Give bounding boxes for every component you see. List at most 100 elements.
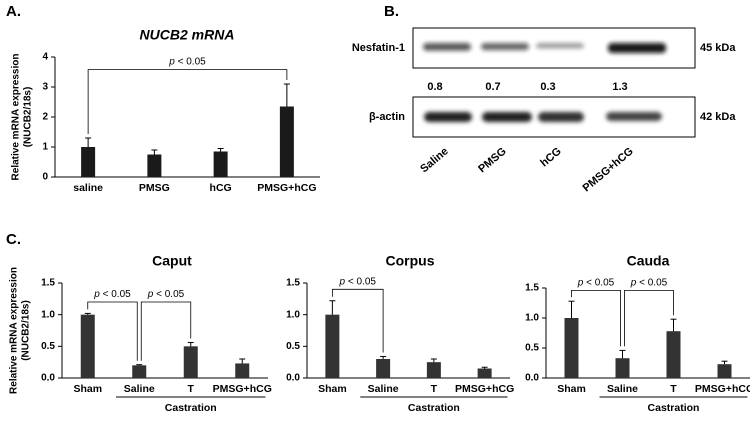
density-label: 0.8 <box>427 81 442 93</box>
density-label: 0.3 <box>540 81 555 93</box>
panel-label: A. <box>6 3 21 20</box>
significance-label: p < 0.05 <box>168 56 206 67</box>
x-tick-label: T <box>188 383 195 395</box>
significance-p: p <box>630 277 637 288</box>
bar <box>235 363 250 378</box>
x-tick-label: T <box>670 383 677 395</box>
bar <box>564 318 579 378</box>
bar <box>426 362 441 378</box>
blot-band <box>423 43 471 51</box>
y-tick-label: 0 <box>42 172 48 183</box>
bar <box>81 147 96 177</box>
chart-title: Caput <box>152 253 192 269</box>
blot-band <box>608 43 666 53</box>
x-tick-label: saline <box>73 182 103 194</box>
lane-label: PMSG+hCG <box>581 145 636 194</box>
significance-p: p <box>339 276 346 287</box>
significance-label: p < 0.05 <box>630 277 668 288</box>
group-label: Castration <box>408 402 460 414</box>
y-axis-label: (NUCB2/18s) <box>21 300 32 361</box>
significance-p: p <box>168 56 175 67</box>
x-tick-label: PMSG+hCG <box>257 182 316 194</box>
bar <box>666 331 681 378</box>
bar <box>376 359 391 378</box>
significance-bracket <box>87 69 288 134</box>
x-tick-label: T <box>431 383 438 395</box>
y-tick-label: 1.0 <box>286 309 300 320</box>
significance-label: p < 0.05 <box>93 289 131 300</box>
y-tick-label: 1.5 <box>525 283 539 294</box>
y-tick-label: 0.5 <box>525 343 539 354</box>
y-axis-label: Relative mRNA expression <box>11 54 22 181</box>
y-tick-label: 4 <box>42 52 48 63</box>
y-tick-label: 3 <box>42 82 48 93</box>
x-tick-label: Sham <box>557 383 586 395</box>
y-tick-label: 0.5 <box>41 341 55 352</box>
significance-bracket <box>140 301 192 361</box>
density-label: 0.7 <box>485 81 500 93</box>
significance-label: p < 0.05 <box>339 276 377 287</box>
x-tick-label: Sham <box>73 383 102 395</box>
x-tick-label: Saline <box>607 383 638 395</box>
chart-title: Corpus <box>386 253 435 269</box>
blot-row-label: β-actin <box>369 111 405 123</box>
panel-label: B. <box>384 3 399 20</box>
blot-size: 45 kDa <box>700 42 736 54</box>
y-tick-label: 0.0 <box>525 373 539 384</box>
lane-label: hCG <box>538 145 564 169</box>
y-tick-label: 1.0 <box>525 313 539 324</box>
y-tick-label: 0.0 <box>41 373 55 384</box>
panel-label: C. <box>6 231 21 248</box>
lane-label: PMSG <box>476 145 509 175</box>
significance-bracket <box>624 290 674 347</box>
significance-rest: < 0.05 <box>175 56 206 67</box>
bar <box>615 358 630 378</box>
blot-row-label: Nesfatin-1 <box>352 42 405 54</box>
significance-p: p <box>93 289 100 300</box>
x-tick-label: Saline <box>368 383 399 395</box>
y-axis-label: (NUCB2/18s) <box>23 87 34 148</box>
significance-rest: < 0.05 <box>345 276 376 287</box>
bar <box>147 154 162 177</box>
x-tick-label: PMSG+hCG <box>455 383 514 395</box>
significance-bracket <box>571 290 621 347</box>
significance-bracket <box>87 301 138 361</box>
group-label: Castration <box>165 402 217 414</box>
y-axis-label: Relative mRNA expression <box>9 267 20 394</box>
chart-title: NUCB2 mRNA <box>140 27 235 43</box>
significance-bracket <box>331 288 384 353</box>
x-tick-label: PMSG <box>139 182 170 194</box>
bar <box>477 368 492 378</box>
bar <box>132 365 147 378</box>
y-tick-label: 2 <box>42 112 48 123</box>
group-label: Castration <box>648 402 700 414</box>
actin-bands <box>424 112 662 122</box>
y-tick-label: 1.5 <box>286 278 300 289</box>
significance-rest: < 0.05 <box>636 277 667 288</box>
significance-label: p < 0.05 <box>577 277 615 288</box>
bar <box>325 314 340 378</box>
blot-band <box>481 43 529 51</box>
y-tick-label: 1 <box>42 142 48 153</box>
x-tick-label: Sham <box>318 383 347 395</box>
significance-p: p <box>577 277 584 288</box>
bar <box>80 314 95 378</box>
bar <box>213 151 228 177</box>
significance-rest: < 0.05 <box>153 289 184 300</box>
significance-rest: < 0.05 <box>583 277 614 288</box>
y-tick-label: 0.5 <box>286 341 300 352</box>
y-tick-label: 0.0 <box>286 373 300 384</box>
bar <box>183 346 198 378</box>
significance-p: p <box>147 289 154 300</box>
significance-rest: < 0.05 <box>100 289 131 300</box>
blot-band <box>536 43 584 49</box>
significance-label: p < 0.05 <box>147 289 185 300</box>
x-tick-label: PMSG+hCG <box>695 383 750 395</box>
y-tick-label: 1.0 <box>41 309 55 320</box>
density-label: 1.3 <box>612 81 627 93</box>
x-tick-label: PMSG+hCG <box>213 383 272 395</box>
lane-label: Saline <box>418 145 451 175</box>
blot-size: 42 kDa <box>700 111 736 123</box>
chart-title: Cauda <box>627 253 670 269</box>
